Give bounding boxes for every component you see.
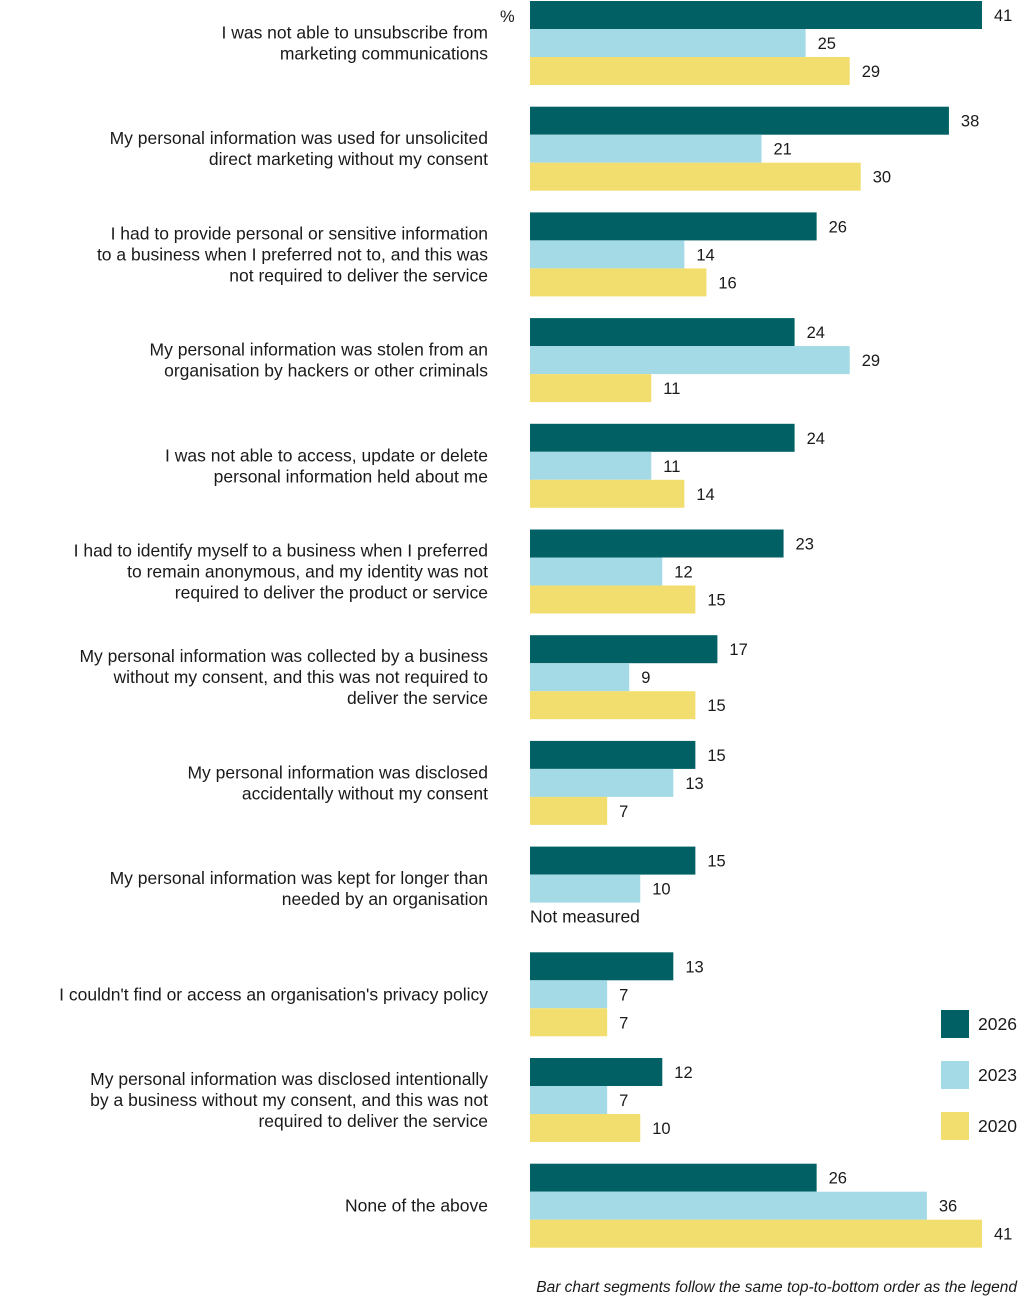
bar-2020: [530, 691, 696, 720]
value-label: 14: [696, 246, 714, 264]
bar-2023: [530, 134, 762, 163]
not-measured-label: Not measured: [530, 907, 640, 927]
value-label: 17: [729, 641, 747, 659]
value-label: 29: [862, 63, 880, 81]
category-label: My personal information was disclosed in…: [90, 1069, 488, 1131]
legend-swatch-2020: [941, 1112, 969, 1140]
legend-label: 2023: [978, 1065, 1017, 1085]
value-label: 41: [994, 1226, 1012, 1244]
bar-2023: [530, 240, 685, 269]
value-label: 12: [674, 564, 692, 582]
chart-footnote: Bar chart segments follow the same top-t…: [536, 1279, 1017, 1296]
value-label: 24: [807, 324, 825, 342]
value-label: 12: [674, 1064, 692, 1082]
value-label: 16: [718, 274, 736, 292]
bar-2023: [530, 451, 652, 480]
bar-2026: [530, 529, 784, 558]
unit-label: %: [500, 8, 515, 26]
value-label: 26: [829, 218, 847, 236]
value-label: 36: [939, 1198, 957, 1216]
bar-2023: [530, 768, 674, 797]
category-label: I had to provide personal or sensitive i…: [97, 223, 488, 285]
value-label: 13: [685, 775, 703, 793]
bar-2020: [530, 374, 652, 403]
category-label: None of the above: [345, 1196, 488, 1216]
value-label: 7: [619, 986, 628, 1004]
value-label: 21: [774, 141, 792, 159]
bar-2026: [530, 846, 696, 875]
value-label: 13: [685, 958, 703, 976]
value-label: 38: [961, 113, 979, 131]
bar-2023: [530, 980, 608, 1009]
category-label: My personal information was used for uns…: [110, 128, 489, 169]
bar-2023: [530, 557, 663, 586]
value-label: 25: [818, 35, 836, 53]
value-label: 14: [696, 486, 714, 504]
bar-2020: [530, 1114, 641, 1142]
bar-2026: [530, 635, 718, 664]
bar-2023: [530, 1086, 608, 1114]
value-label: 15: [707, 697, 725, 715]
bar-2026: [530, 952, 674, 981]
bar-2020: [530, 585, 696, 614]
bar-2023: [530, 346, 850, 375]
bar-2020: [530, 1008, 608, 1037]
bar-2020: [530, 1219, 982, 1248]
value-label: 10: [652, 881, 670, 899]
value-label: 24: [807, 430, 825, 448]
bar-2023: [530, 29, 806, 57]
value-label: 7: [619, 803, 628, 821]
bar-2026: [530, 740, 696, 769]
value-label: 26: [829, 1170, 847, 1188]
value-label: 7: [619, 1092, 628, 1110]
legend-label: 2026: [978, 1014, 1017, 1034]
value-label: 29: [862, 352, 880, 370]
value-label: 10: [652, 1120, 670, 1138]
bar-2020: [530, 162, 861, 191]
bar-2023: [530, 874, 641, 903]
category-label: I was not able to unsubscribe from market…: [221, 23, 488, 64]
value-label: 23: [796, 536, 814, 554]
bar-2026: [530, 106, 949, 135]
category-label: I couldn't find or access an organisatio…: [59, 984, 488, 1004]
bar-2020: [530, 479, 685, 508]
legend-label: 2020: [978, 1116, 1017, 1136]
bar-2020: [530, 796, 608, 825]
category-label: I was not able to access, update or dele…: [165, 445, 488, 486]
value-label: 7: [619, 1014, 628, 1032]
value-label: 15: [707, 592, 725, 610]
category-label: My personal information was stolen from …: [150, 340, 489, 381]
bar-2026: [530, 1058, 663, 1086]
bar-2026: [530, 423, 795, 452]
bar-2023: [530, 663, 630, 692]
category-label: I had to identify myself to a business w…: [74, 541, 489, 603]
bar-2020: [530, 57, 850, 85]
category-label: My personal information was disclosed acc…: [187, 762, 488, 803]
value-label: 11: [663, 380, 680, 398]
legend-swatch-2026: [941, 1010, 969, 1038]
value-label: 41: [994, 7, 1012, 25]
bar-2020: [530, 268, 707, 297]
value-label: 30: [873, 169, 891, 187]
category-label: My personal information was kept for lon…: [110, 868, 488, 909]
bar-2026: [530, 1163, 817, 1192]
value-label: 11: [663, 458, 680, 476]
bar-2023: [530, 1191, 927, 1220]
value-label: 9: [641, 669, 650, 687]
category-label: My personal information was collected by…: [79, 646, 488, 708]
bar-2026: [530, 318, 795, 347]
value-label: 15: [707, 853, 725, 871]
value-label: 15: [707, 747, 725, 765]
bar-2026: [530, 1, 982, 29]
legend-swatch-2023: [941, 1061, 969, 1089]
bar-2026: [530, 212, 817, 241]
